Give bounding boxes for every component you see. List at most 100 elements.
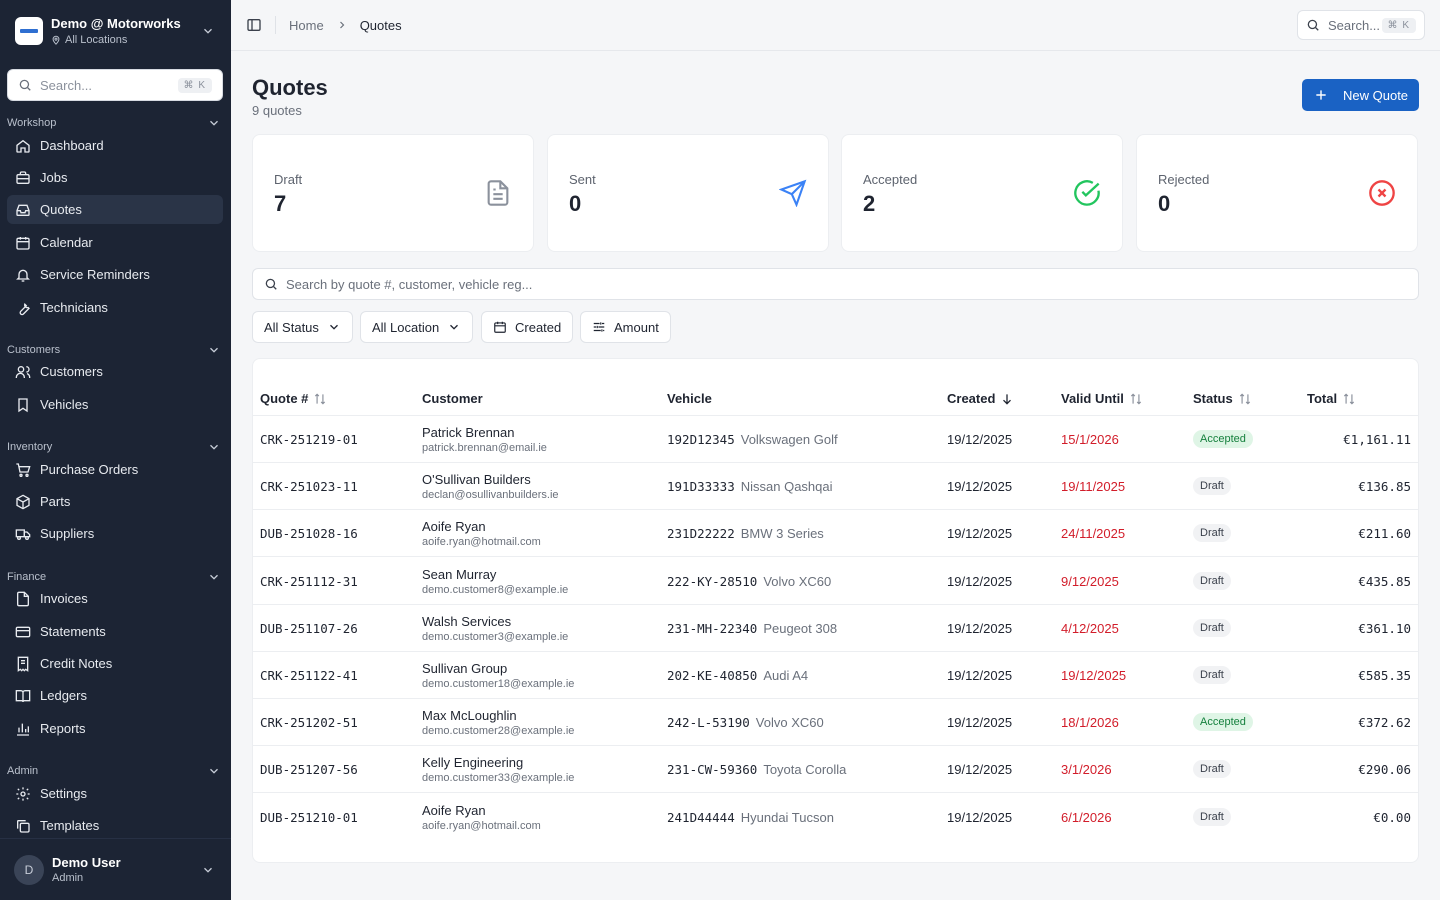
quote-search-input[interactable]: Search by quote #, customer, vehicle reg… <box>252 268 1419 300</box>
sidebar-item-label: Settings <box>40 786 87 801</box>
stat-card-accepted[interactable]: Accepted 2 <box>841 134 1123 252</box>
sidebar-item-parts[interactable]: Parts <box>7 487 223 516</box>
sidebar-item-invoices[interactable]: Invoices <box>7 584 223 613</box>
vehicle-reg: 231-MH-22340 <box>667 620 758 636</box>
status-filter-select[interactable]: All Status <box>252 311 353 343</box>
sidebar-item-credit-notes[interactable]: Credit Notes <box>7 649 223 678</box>
group-admin[interactable]: Admin <box>7 764 223 778</box>
chevron-down-icon <box>210 347 218 353</box>
location-filter-select[interactable]: All Location <box>360 311 474 343</box>
sidebar-item-service-reminders[interactable]: Service Reminders <box>7 260 223 289</box>
customer-email: demo.customer8@example.ie <box>422 583 569 596</box>
table-row[interactable]: DUB-251207-56 Kelly Engineering demo.custo… <box>253 746 1418 794</box>
vehicle-model: Peugeot 308 <box>763 620 838 636</box>
group-inventory[interactable]: Inventory <box>7 440 223 454</box>
quote-number[interactable]: DUB-251107-26 <box>260 620 358 636</box>
total-amount: €585.35 <box>1358 668 1411 683</box>
new-quote-button[interactable]: New Quote <box>1302 79 1419 111</box>
user-menu[interactable]: D Demo User Admin <box>0 838 231 900</box>
sidebar-item-suppliers[interactable]: Suppliers <box>7 519 223 548</box>
customer-cell: Aoife Ryan aoife.ryan@hotmail.com <box>422 803 541 833</box>
breadcrumb-current: Quotes <box>359 17 402 33</box>
column-header-status[interactable]: Status <box>1193 391 1252 406</box>
quote-number[interactable]: DUB-251028-16 <box>260 526 358 542</box>
total-amount: €290.06 <box>1358 762 1411 778</box>
sidebar-item-statements[interactable]: Statements <box>7 617 223 646</box>
created-filter-button[interactable]: Created <box>481 311 574 343</box>
sidebar-item-customers[interactable]: Customers <box>7 357 223 386</box>
quote-number[interactable]: DUB-251207-56 <box>260 762 358 778</box>
breadcrumb-home[interactable]: Home <box>289 17 324 33</box>
created-date: 19/12/2025 <box>947 715 1013 731</box>
column-header-label: Total <box>1307 391 1338 406</box>
sidebar-item-vehicles[interactable]: Vehicles <box>7 390 223 419</box>
sort-icon <box>1344 393 1355 404</box>
wrench-icon <box>19 302 30 315</box>
status-badge: Draft <box>1193 477 1231 496</box>
org-switcher[interactable]: Demo @ Motorworks All Locations <box>7 8 223 54</box>
sidebar-item-jobs[interactable]: Jobs <box>7 163 223 192</box>
sidebar-toggle-icon[interactable] <box>246 17 262 33</box>
table-row[interactable]: CRK-251122-41 Sullivan Group demo.customer… <box>253 652 1418 699</box>
created-date: 19/12/2025 <box>947 432 1013 447</box>
sidebar-item-calendar[interactable]: Calendar <box>7 228 223 257</box>
valid-until-date: 19/12/2025 <box>1061 668 1127 683</box>
valid-until-date: 19/11/2025 <box>1061 479 1126 495</box>
quote-number[interactable]: CRK-251219-01 <box>260 432 358 447</box>
customer-name: Sean Murray <box>422 566 497 582</box>
column-header-valid-until[interactable]: Valid Until <box>1061 391 1143 406</box>
global-search-input[interactable]: Search... ⌘ K <box>1297 10 1425 40</box>
status-cell: Accepted <box>1193 713 1253 732</box>
stat-card-draft[interactable]: Draft 7 <box>252 134 534 252</box>
user-role: Admin <box>52 871 84 884</box>
valid-until-date: 4/12/2025 <box>1061 620 1119 636</box>
sidebar-item-templates[interactable]: Templates <box>7 811 223 840</box>
table-row[interactable]: CRK-251112-31 Sean Murray demo.customer8@e… <box>253 558 1418 605</box>
customer-email: demo.customer28@example.ie <box>422 725 575 738</box>
table-row[interactable]: CRK-251023-11 O'Sullivan Builders declan@o… <box>253 463 1418 511</box>
group-finance[interactable]: Finance <box>7 570 223 584</box>
sidebar-item-label: Quotes <box>40 202 82 217</box>
quote-number[interactable]: DUB-251210-01 <box>260 809 358 825</box>
customer-cell: Patrick Brennan patrick.brennan@email.ie <box>422 425 547 455</box>
customer-cell: Max McLoughlin demo.customer28@example.ie <box>422 708 574 738</box>
chevron-down-icon <box>204 867 212 873</box>
column-header-total[interactable]: Total <box>1307 391 1356 406</box>
group-workshop[interactable]: Workshop <box>7 116 223 130</box>
table-row[interactable]: DUB-251107-26 Walsh Services demo.customer… <box>253 605 1418 652</box>
card-icon <box>15 626 31 637</box>
table-row[interactable]: CRK-251202-51 Max McLoughlin demo.customer… <box>253 699 1418 747</box>
valid-until-date: 24/11/2025 <box>1061 526 1126 542</box>
stat-card-rejected[interactable]: Rejected 0 <box>1136 134 1418 252</box>
table-row[interactable]: CRK-251219-01 Patrick Brennan patrick.bren… <box>253 416 1418 463</box>
quote-number[interactable]: CRK-251023-11 <box>260 479 358 495</box>
search-icon <box>1307 19 1319 31</box>
sidebar-item-dashboard[interactable]: Dashboard <box>7 131 223 160</box>
customer-cell: Kelly Engineering demo.customer33@example… <box>422 755 574 785</box>
created-date: 19/12/2025 <box>947 526 1013 542</box>
sidebar-item-label: Customers <box>40 364 103 379</box>
amount-filter-button[interactable]: Amount <box>580 311 671 343</box>
table-row[interactable]: DUB-251210-01 Aoife Ryan aoife.ryan@hotmai… <box>253 794 1418 841</box>
vehicle-reg: 231D22222 <box>667 526 735 542</box>
column-header-created[interactable]: Created <box>947 391 1014 406</box>
sidebar-search-input[interactable]: Search... ⌘ K <box>7 69 223 101</box>
sidebar-item-purchase-orders[interactable]: Purchase Orders <box>7 455 223 484</box>
group-customers[interactable]: Customers <box>7 343 223 357</box>
sidebar-item-settings[interactable]: Settings <box>7 779 223 808</box>
sidebar-item-technicians[interactable]: Technicians <box>7 293 223 322</box>
sidebar-item-ledgers[interactable]: Ledgers <box>7 681 223 710</box>
status-filter-label: All Status <box>264 319 319 335</box>
table-row[interactable]: DUB-251028-16 Aoife Ryan aoife.ryan@hotmai… <box>253 510 1418 558</box>
total-amount: €211.60 <box>1358 526 1411 542</box>
quote-number[interactable]: CRK-251122-41 <box>260 668 358 683</box>
quote-number[interactable]: CRK-251202-51 <box>260 715 358 731</box>
column-header-quote[interactable]: Quote # <box>260 391 327 406</box>
total-amount: €1,161.11 <box>1343 432 1411 447</box>
chevron-right-icon <box>339 21 345 29</box>
sidebar-item-reports[interactable]: Reports <box>7 714 223 743</box>
quote-number[interactable]: CRK-251112-31 <box>260 573 358 589</box>
sidebar-item-quotes[interactable]: Quotes <box>7 195 223 224</box>
stat-card-sent[interactable]: Sent 0 <box>547 134 829 252</box>
box-icon <box>16 494 30 509</box>
